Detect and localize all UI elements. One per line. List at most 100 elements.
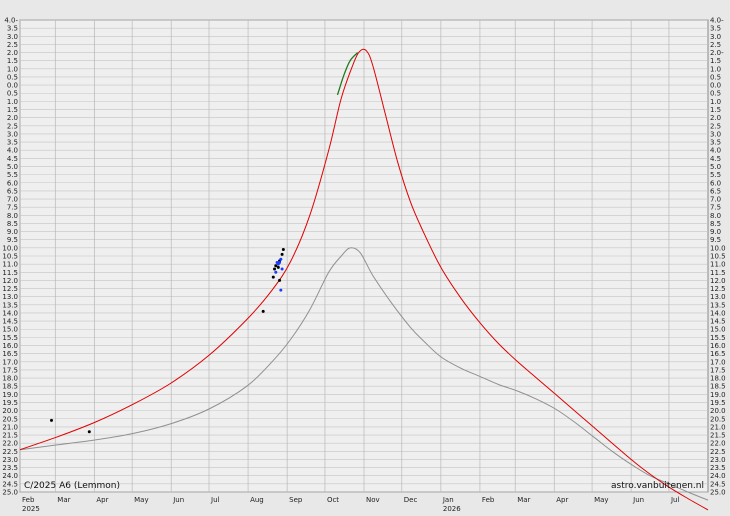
y-tick-label-left: 23.5 bbox=[2, 464, 18, 472]
observation-point bbox=[279, 257, 283, 261]
y-tick-label-right: 0.0 bbox=[710, 82, 721, 90]
y-tick-label-right: 2.5 bbox=[710, 41, 721, 49]
y-tick-label-left: 4.0 bbox=[7, 147, 18, 155]
x-tick-label: Dec bbox=[404, 496, 418, 504]
x-tick-label: Jun bbox=[632, 496, 644, 504]
y-tick-label-left: 16.5 bbox=[2, 350, 18, 358]
x-tick-label: Sep bbox=[289, 496, 303, 504]
y-tick-label-left: 5.0 bbox=[7, 163, 18, 171]
y-tick-label-left: 0.0 bbox=[7, 82, 18, 90]
y-tick-label-right: 12.5 bbox=[710, 285, 726, 293]
y-tick-label-left: 6.5 bbox=[7, 187, 18, 195]
y-tick-label-left: 19.5 bbox=[2, 399, 18, 407]
y-tick-label-left: 15.5 bbox=[2, 334, 18, 342]
fit-segment-line bbox=[336, 52, 359, 96]
x-tick-label: Jan bbox=[442, 496, 454, 504]
x-tick-label: Aug bbox=[250, 496, 264, 504]
y-tick-label-right: 5.5 bbox=[710, 171, 721, 179]
y-tick-label-left: 2.0 bbox=[7, 114, 18, 122]
y-tick-label-right: 6.0 bbox=[710, 179, 721, 187]
y-axis-left: 4.0-3.53.02.52.01.51.00.50.00.51.01.52.0… bbox=[2, 17, 18, 497]
y-tick-label-left: 9.5 bbox=[7, 236, 18, 244]
y-tick-label-right: 10.0 bbox=[710, 244, 726, 252]
y-tick-label-right: 13.5 bbox=[710, 301, 726, 309]
y-tick-label-left: 23.0 bbox=[2, 456, 18, 464]
y-tick-label-left: 11.5 bbox=[2, 269, 18, 277]
y-tick-label-left: 3.0 bbox=[7, 130, 18, 138]
x-tick-label: Apr bbox=[96, 496, 108, 504]
y-tick-label-left: 17.0 bbox=[2, 358, 18, 366]
second-model-line bbox=[19, 247, 709, 501]
x-tick-year: 2025 bbox=[22, 505, 40, 513]
y-tick-label-left: 2.5 bbox=[7, 41, 18, 49]
x-tick-label: Feb bbox=[22, 496, 35, 504]
y-tick-label-right: 20.5 bbox=[710, 415, 726, 423]
grid bbox=[19, 19, 708, 493]
y-tick-label-right: 24.5 bbox=[710, 480, 726, 488]
y-tick-label-left: 8.5 bbox=[7, 220, 18, 228]
y-axis-right: 4.0-3.53.02.52.0-1.51.00.50.00.51.01.52.… bbox=[710, 17, 726, 497]
y-tick-label-right: 15.0 bbox=[710, 326, 726, 334]
y-tick-label-left: 2.0 bbox=[7, 49, 18, 57]
y-tick-label-right: 23.5 bbox=[710, 464, 726, 472]
y-tick-label-left: 7.0 bbox=[7, 196, 18, 204]
y-tick-label-right: 4.0- bbox=[710, 17, 724, 25]
y-tick-label-right: 19.5 bbox=[710, 399, 726, 407]
y-tick-label-right: 2.5 bbox=[710, 122, 721, 130]
observation-point bbox=[87, 430, 91, 434]
y-tick-label-right: 8.5 bbox=[710, 220, 721, 228]
y-tick-label-right: 18.0 bbox=[710, 375, 726, 383]
y-tick-label-right: 2.0- bbox=[710, 49, 724, 57]
y-tick-label-right: 7.5 bbox=[710, 204, 721, 212]
y-tick-label-left: 1.5 bbox=[7, 106, 18, 114]
y-tick-label-left: 1.0 bbox=[7, 65, 18, 73]
y-tick-label-left: 3.5 bbox=[7, 139, 18, 147]
y-tick-label-left: 25.0 bbox=[2, 489, 18, 497]
x-tick-label: May bbox=[134, 496, 148, 504]
observation-point bbox=[280, 252, 284, 256]
y-tick-label-left: 3.0 bbox=[7, 33, 18, 41]
x-tick-label: May bbox=[594, 496, 608, 504]
y-tick-label-right: 24.0 bbox=[710, 472, 726, 480]
y-tick-label-right: 3.5 bbox=[710, 139, 721, 147]
observation-point bbox=[279, 288, 283, 292]
y-tick-label-left: 13.5 bbox=[2, 301, 18, 309]
y-tick-label-left: 18.5 bbox=[2, 383, 18, 391]
observation-point bbox=[278, 261, 282, 265]
observations bbox=[50, 247, 285, 434]
y-tick-label-right: 7.0 bbox=[710, 196, 721, 204]
y-tick-label-left: 16.0 bbox=[2, 342, 18, 350]
credit-label: astro.vanbuitenen.nl bbox=[611, 481, 704, 491]
chart-title: C/2025 A6 (Lemmon) bbox=[24, 481, 120, 491]
y-tick-label-right: 9.5 bbox=[710, 236, 721, 244]
y-tick-label-right: 21.5 bbox=[710, 432, 726, 440]
y-tick-label-left: 6.0 bbox=[7, 179, 18, 187]
y-tick-label-right: 6.5 bbox=[710, 187, 721, 195]
y-tick-label-left: 3.5 bbox=[7, 25, 18, 33]
y-tick-label-right: 17.0 bbox=[710, 358, 726, 366]
y-tick-label-right: 14.0 bbox=[710, 309, 726, 317]
y-tick-label-left: 19.0 bbox=[2, 391, 18, 399]
y-tick-label-right: 10.5 bbox=[710, 253, 726, 261]
y-tick-label-left: 12.0 bbox=[2, 277, 18, 285]
y-tick-label-right: 0.5 bbox=[710, 90, 721, 98]
y-tick-label-right: 16.0 bbox=[710, 342, 726, 350]
y-tick-label-right: 3.5 bbox=[710, 25, 721, 33]
y-tick-label-right: 0.5 bbox=[710, 73, 721, 81]
x-tick-label: Jul bbox=[210, 496, 220, 504]
y-tick-label-right: 3.0 bbox=[710, 130, 721, 138]
observation-point bbox=[261, 309, 265, 313]
y-tick-label-right: 20.0 bbox=[710, 407, 726, 415]
y-tick-label-left: 8.0 bbox=[7, 212, 18, 220]
observation-point bbox=[276, 265, 280, 269]
y-tick-label-left: 18.0 bbox=[2, 375, 18, 383]
y-tick-label-right: 2.0 bbox=[710, 114, 721, 122]
y-tick-label-right: 19.0 bbox=[710, 391, 726, 399]
y-tick-label-right: 22.5 bbox=[710, 448, 726, 456]
y-tick-label-right: 25.0 bbox=[710, 489, 726, 497]
y-tick-label-left: 24.0 bbox=[2, 472, 18, 480]
predicted-magnitude-line bbox=[19, 48, 709, 511]
x-tick-label: Jul bbox=[670, 496, 680, 504]
